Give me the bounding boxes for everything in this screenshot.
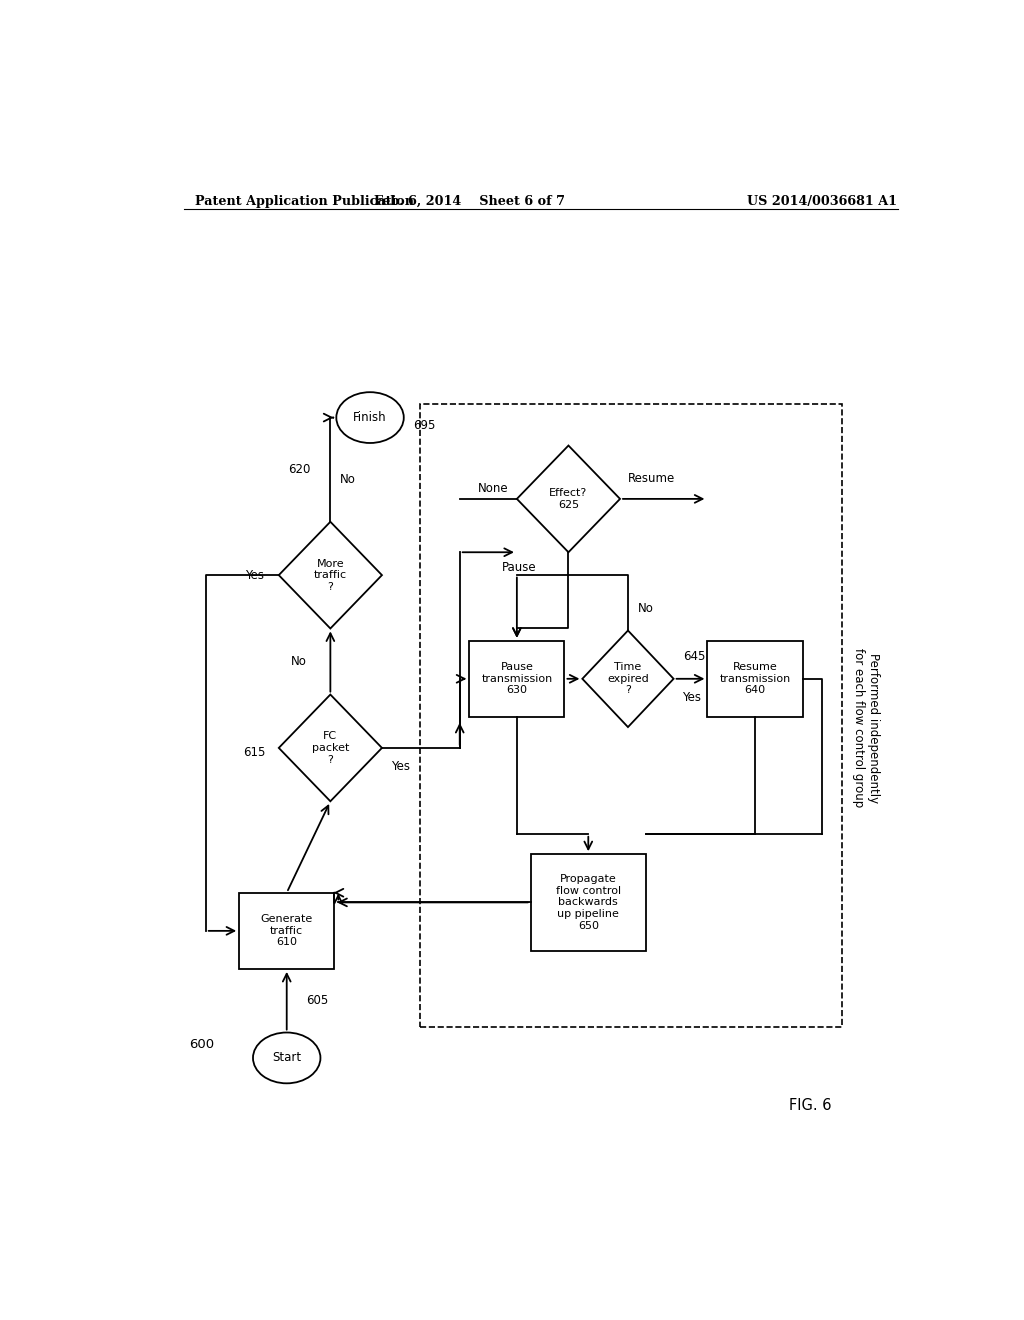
Polygon shape [517,446,621,552]
FancyBboxPatch shape [240,892,334,969]
Ellipse shape [336,392,403,444]
Text: Yes: Yes [391,760,411,772]
Text: Yes: Yes [246,569,264,582]
Text: Propagate
flow control
backwards
up pipeline
650: Propagate flow control backwards up pipe… [556,874,621,931]
FancyBboxPatch shape [469,640,564,717]
Text: US 2014/0036681 A1: US 2014/0036681 A1 [748,195,897,209]
Text: Pause: Pause [502,561,537,574]
FancyBboxPatch shape [530,854,646,950]
Text: Patent Application Publication: Patent Application Publication [196,195,415,209]
Text: Time
expired
?: Time expired ? [607,663,649,696]
Text: No: No [638,602,653,615]
Text: 645: 645 [683,649,706,663]
Text: FC
packet
?: FC packet ? [311,731,349,764]
FancyBboxPatch shape [708,640,803,717]
Text: No: No [291,655,306,668]
Text: FIG. 6: FIG. 6 [790,1098,831,1113]
Text: None: None [478,482,509,495]
Text: 620: 620 [288,463,310,477]
Polygon shape [279,694,382,801]
Text: Yes: Yes [682,690,700,704]
Text: 695: 695 [414,420,435,432]
Text: More
traffic
?: More traffic ? [313,558,347,591]
Text: Feb. 6, 2014    Sheet 6 of 7: Feb. 6, 2014 Sheet 6 of 7 [374,195,565,209]
Text: Effect?
625: Effect? 625 [549,488,588,510]
Ellipse shape [253,1032,321,1084]
Text: 605: 605 [306,994,329,1007]
Text: No: No [340,474,355,486]
Text: 615: 615 [243,747,265,759]
Text: 600: 600 [189,1039,214,1051]
Polygon shape [279,521,382,628]
Text: Performed independently
for each flow control group: Performed independently for each flow co… [852,648,880,808]
Text: Finish: Finish [353,411,387,424]
Text: Generate
traffic
610: Generate traffic 610 [260,915,313,948]
Text: Start: Start [272,1052,301,1064]
Polygon shape [583,631,674,727]
Text: Resume: Resume [628,473,675,484]
Text: Pause
transmission
630: Pause transmission 630 [481,663,553,696]
Text: Resume
transmission
640: Resume transmission 640 [719,663,791,696]
